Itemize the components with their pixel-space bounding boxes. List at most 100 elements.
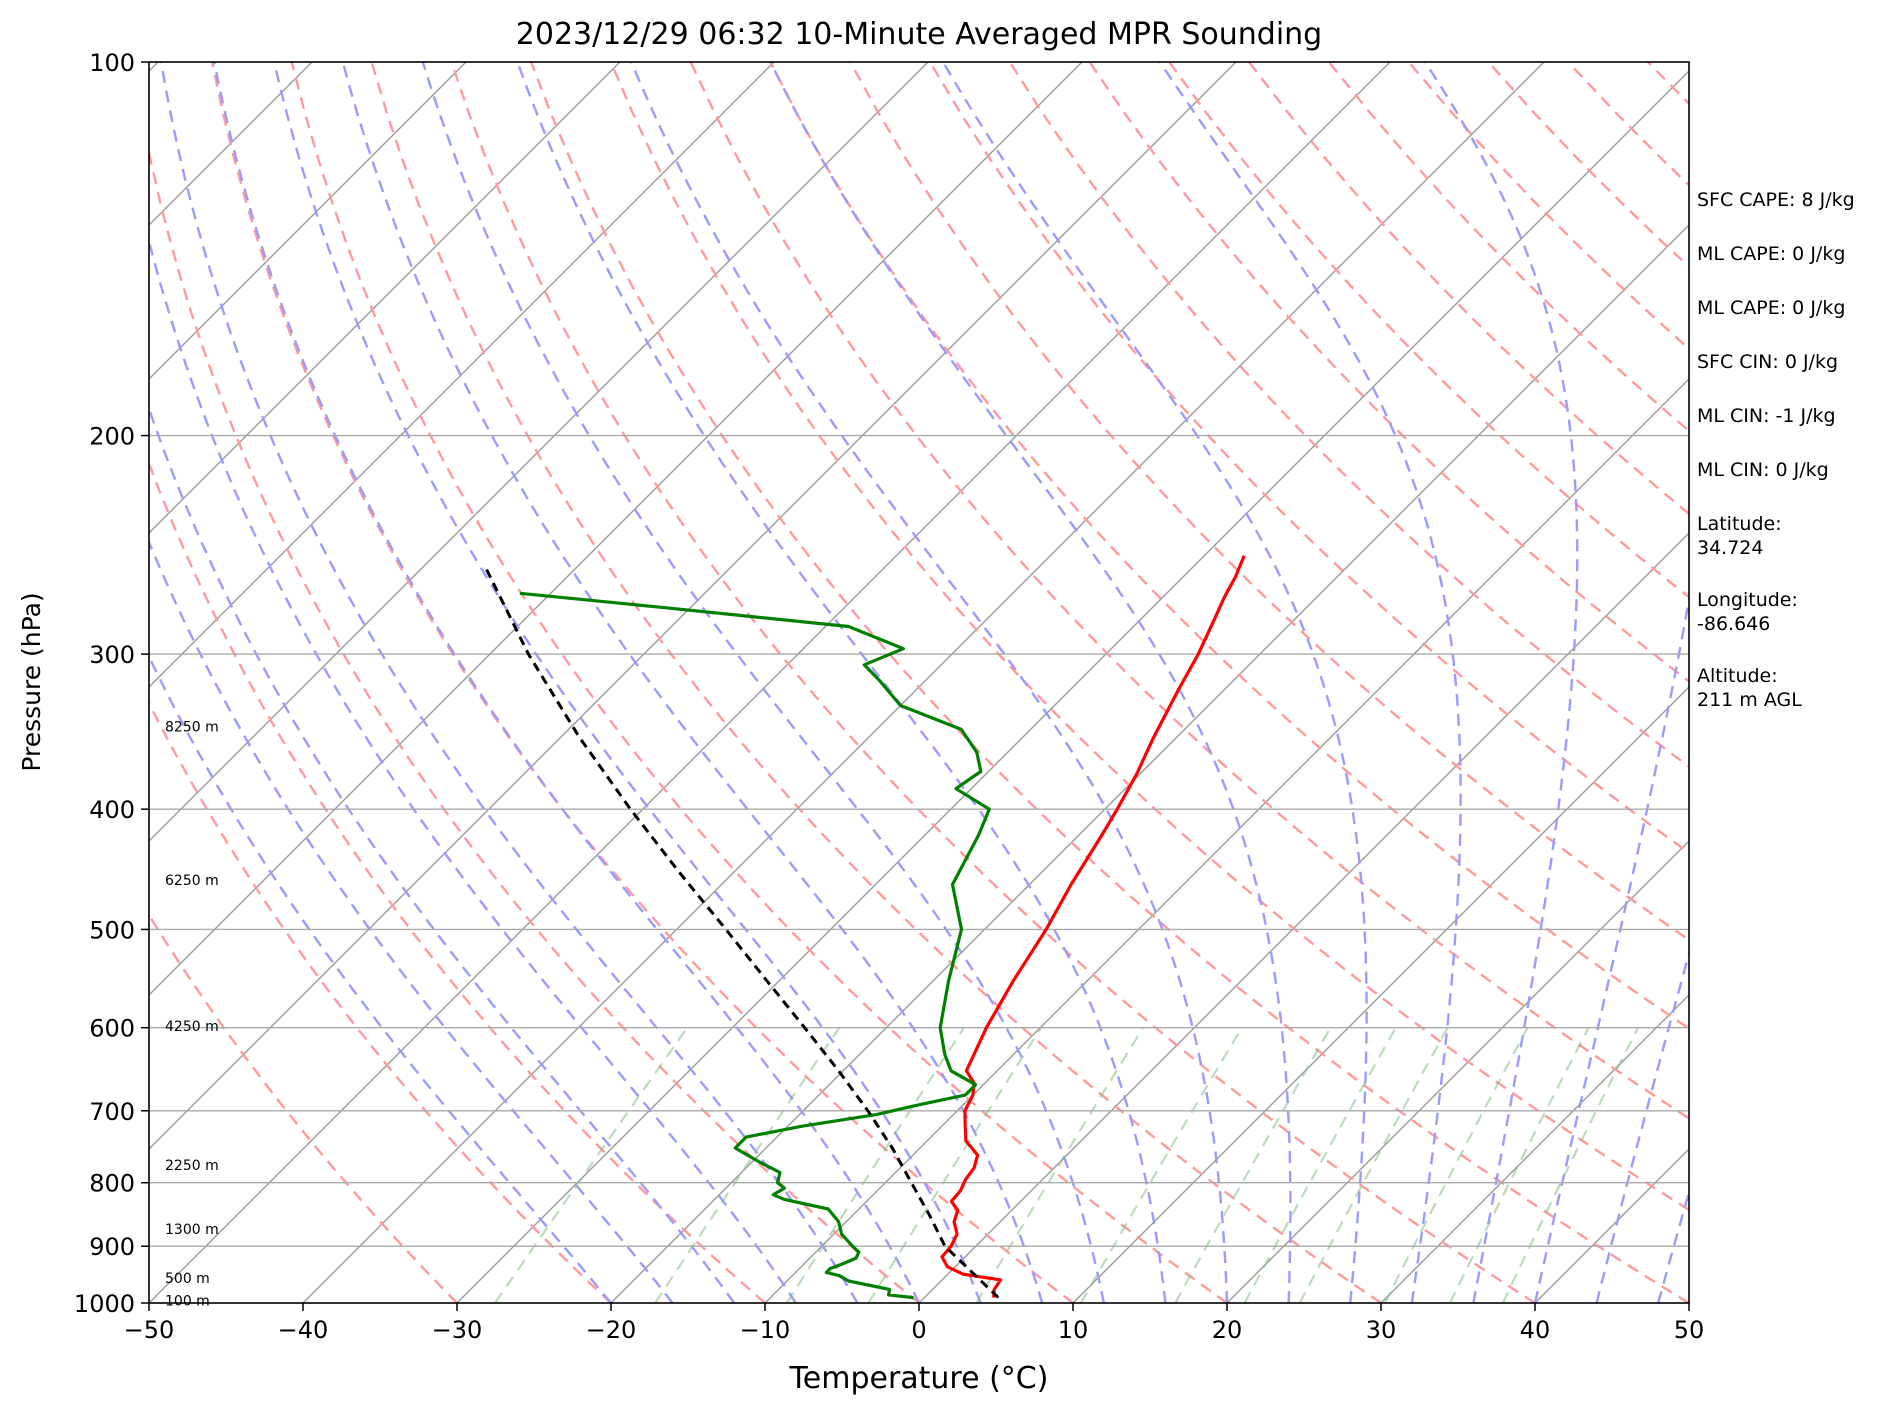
moist-adiabat-line <box>149 405 736 1303</box>
moist-adiabat-line <box>421 62 1105 1303</box>
y-tick-label: 800 <box>89 1170 135 1198</box>
latitude-text: Latitude: 34.724 <box>1697 513 1782 559</box>
x-tick-label: −20 <box>586 1316 637 1344</box>
moist-adiabat-line <box>1424 62 1579 1303</box>
mixing-ratio-line <box>1079 1027 1243 1303</box>
dry-adiabat-line <box>149 700 612 1303</box>
mixing-ratio-line <box>1174 1027 1332 1303</box>
y-axis-label: Pressure (hPa) <box>17 592 46 771</box>
moist-adiabat-line <box>941 62 1368 1303</box>
dry-adiabat-line <box>529 62 1689 1303</box>
height-label: 500 m <box>165 1271 210 1287</box>
parcel-line <box>483 565 1000 1299</box>
y-axis: 100 200 300 400 500 600 700 800 900 1000 <box>74 49 149 1318</box>
height-label: 4250 m <box>165 1019 219 1035</box>
dry-adiabat-line <box>149 912 458 1303</box>
dry-adiabat-line <box>609 62 1689 1212</box>
sounding-series <box>483 555 1246 1300</box>
height-label: 100 m <box>165 1293 210 1309</box>
dry-adiabat-line <box>928 62 1689 855</box>
x-tick-label: 30 <box>1366 1316 1397 1344</box>
dry-adiabat-line <box>1088 62 1689 683</box>
altitude-text: Altitude: 211 m AGL <box>1697 665 1802 711</box>
dry-adiabat-line <box>689 62 1689 1120</box>
y-tick-label: 400 <box>89 796 135 824</box>
y-tick-label: 600 <box>89 1015 135 1043</box>
dry-adiabat-line <box>149 460 766 1303</box>
moist-adiabat-line <box>272 62 982 1303</box>
y-tick-label: 500 <box>89 916 135 944</box>
y-tick-label: 700 <box>89 1098 135 1126</box>
chart-title: 2023/12/29 06:32 10-Minute Averaged MPR … <box>516 17 1322 52</box>
isotherm-line <box>302 62 1545 1303</box>
isotherm-line <box>149 62 1083 996</box>
mixing-ratio-line <box>1501 1027 1639 1303</box>
mixing-ratio-line <box>1449 1027 1590 1303</box>
x-tick-label: 10 <box>1058 1316 1089 1344</box>
height-label: 6250 m <box>165 873 219 889</box>
height-label: 8250 m <box>165 719 219 735</box>
y-tick-label: 900 <box>89 1233 135 1261</box>
sfc-cin-text: SFC CIN: 0 J/kg <box>1697 351 1839 373</box>
x-tick-label: 20 <box>1212 1316 1243 1344</box>
dry-adiabat-line <box>1168 62 1689 599</box>
mixing-ratio-line <box>1298 1027 1449 1303</box>
mixing-ratio-line <box>1383 1027 1529 1303</box>
longitude-text: Longitude: -86.646 <box>1697 589 1798 635</box>
dry-adiabat-line <box>290 62 1228 1303</box>
dewpoint-line <box>519 591 991 1300</box>
x-tick-label: −50 <box>124 1316 175 1344</box>
y-tick-label: 300 <box>89 641 135 669</box>
y-tick-label: 1000 <box>74 1290 135 1318</box>
y-tick-label: 100 <box>89 49 135 77</box>
ml-cape-text: ML CAPE: 0 J/kg <box>1697 243 1846 265</box>
dry-adiabat-line <box>1008 62 1689 769</box>
isotherm-line <box>610 224 1689 1303</box>
dry-adiabat-line <box>849 62 1689 942</box>
height-labels: 8250 m 6250 m 4250 m 2250 m 1300 m 500 m 100 m <box>165 719 219 1309</box>
moist-adiabat-line <box>630 62 1229 1303</box>
sounding-info-panel: SFC CAPE: 8 J/kg ML CAPE: 0 J/kg ML CAPE… <box>1697 188 1887 742</box>
dry-adiabat-line <box>210 62 1074 1303</box>
isotherm-line <box>456 70 1689 1303</box>
dry-adiabat-line <box>769 62 1689 1030</box>
x-tick-label: −10 <box>740 1316 791 1344</box>
moist-adiabat-line <box>213 62 921 1303</box>
ml-cin-text: ML CIN: -1 J/kg <box>1697 405 1836 427</box>
moist-adiabat-line <box>1657 1188 1689 1303</box>
height-label: 2250 m <box>165 1158 219 1174</box>
x-tick-label: −40 <box>278 1316 329 1344</box>
dry-adiabat-line <box>450 62 1536 1303</box>
moist-adiabat-line <box>769 62 1292 1303</box>
x-axis-label: Temperature (°C) <box>789 1361 1049 1396</box>
x-tick-label: 0 <box>911 1316 926 1344</box>
moist-adiabat-line <box>1595 949 1689 1303</box>
isotherm-line <box>918 532 1689 1303</box>
x-tick-label: −30 <box>432 1316 483 1344</box>
moist-adiabat-line <box>1158 62 1462 1303</box>
isotherm-line <box>149 62 775 688</box>
moist-adiabat-line <box>341 62 1044 1303</box>
moist-adiabat-line <box>149 236 797 1303</box>
background-reference-lines <box>149 62 1689 1303</box>
mixing-ratio-line <box>1243 1027 1397 1303</box>
x-tick-label: 40 <box>1520 1316 1551 1344</box>
x-tick-label: 50 <box>1674 1316 1705 1344</box>
dry-adiabat-line <box>370 62 1382 1303</box>
ml-cin-text-2: ML CIN: 0 J/kg <box>1697 459 1829 481</box>
moist-adiabat-line <box>159 62 859 1303</box>
ml-cape-text-2: ML CAPE: 0 J/kg <box>1697 297 1846 319</box>
dry-adiabat-line <box>149 146 920 1303</box>
height-label: 1300 m <box>165 1222 219 1238</box>
y-tick-label: 200 <box>89 423 135 451</box>
sfc-cape-text: SFC CAPE: 8 J/kg <box>1697 189 1855 211</box>
moist-adiabat-line <box>1533 592 1689 1303</box>
pressure-grid <box>149 434 1689 1247</box>
temperature-line <box>940 555 1246 1298</box>
isotherm-line <box>1072 686 1689 1303</box>
isotherm-line <box>149 62 1391 1303</box>
x-axis: −50 −40 −30 −20 −10 0 10 20 30 40 50 <box>124 1303 1705 1344</box>
isotherm-line <box>149 62 929 842</box>
isotherm-line <box>149 62 621 534</box>
